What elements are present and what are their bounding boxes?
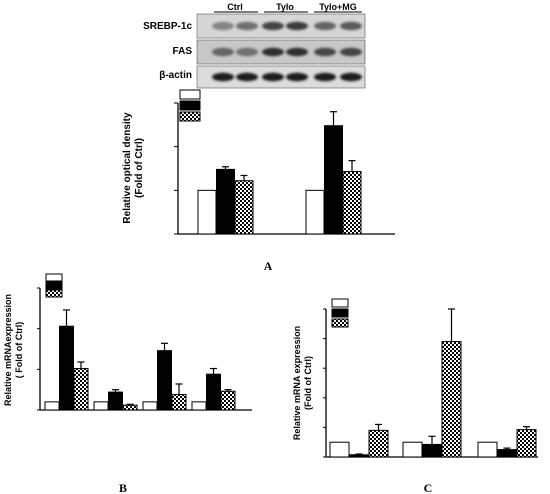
legend-swatch (179, 100, 201, 111)
chart-c: Relative mRNA expression (Fold of Ctrl) (292, 298, 538, 458)
panel-label-b: B (119, 481, 127, 494)
bar (516, 429, 537, 458)
bar (206, 373, 221, 411)
bar (477, 441, 498, 458)
blot-band (314, 72, 336, 82)
blot-band (212, 47, 234, 57)
blot-row-label-actin: β-actin (159, 70, 192, 81)
bar (93, 401, 109, 411)
bar (329, 441, 350, 458)
blot-band (286, 21, 308, 31)
bar (441, 341, 462, 458)
legend-swatch (179, 89, 201, 100)
legend-swatch (331, 298, 349, 308)
bar (497, 449, 517, 458)
blot-band (286, 47, 308, 57)
bar (220, 390, 236, 411)
bar (216, 168, 235, 235)
chart-b: Relative mRNAexpression( Fold of Ctrl) (3, 273, 252, 411)
bar (324, 125, 343, 235)
legend-swatch (331, 308, 349, 318)
legend-swatch (45, 273, 63, 282)
blot-bands (212, 21, 362, 82)
bar (402, 441, 423, 458)
blot-band (314, 21, 336, 31)
panel-label-c: C (424, 481, 433, 494)
blot-band (236, 47, 258, 57)
y-axis-label: ( Fold of Ctrl) (14, 322, 24, 378)
bar (368, 429, 389, 458)
blot-row-label-srebp: SREBP-1c (143, 21, 192, 32)
bar (157, 350, 172, 411)
bar (44, 401, 60, 411)
legend-swatch (179, 111, 201, 122)
blot-group-label-tylo-mg: Tylo+MG (319, 2, 357, 12)
blot-group-label-tylo: Tylo (276, 2, 294, 12)
blot-row-label-fas: FAS (173, 46, 193, 57)
blot-band (236, 72, 258, 82)
blot-band (286, 72, 308, 82)
bar (108, 391, 123, 411)
blot-band (212, 72, 234, 82)
panel-label-a: A (264, 259, 273, 273)
bar (142, 401, 158, 411)
y-axis-label: (Fold of Ctrl) (134, 138, 145, 198)
bar (171, 394, 187, 411)
y-axis-label: Relative optical density (122, 112, 133, 224)
blot-band (262, 72, 284, 82)
bar (305, 189, 325, 235)
legend-swatch (331, 318, 349, 328)
blot-band (340, 21, 362, 31)
bar (59, 325, 74, 411)
legend-swatch (45, 281, 63, 290)
blot-band (236, 21, 258, 31)
blot-band (340, 47, 362, 57)
bar (342, 171, 362, 235)
bar (73, 368, 89, 411)
blot-band (212, 21, 234, 31)
chart-a: Relative optical density (Fold of Ctrl) (122, 89, 395, 235)
y-axis-label: Relative mRNAexpression (3, 294, 13, 406)
bar (122, 404, 138, 411)
western-blot: Ctrl Tylo Tylo+MG SREBP-1c FAS β-actin (143, 2, 366, 89)
blot-band (262, 47, 284, 57)
bar (349, 454, 369, 458)
bar (422, 443, 442, 458)
legend-swatch (45, 289, 63, 298)
blot-band (262, 21, 284, 31)
bar (234, 180, 254, 235)
blot-band (340, 72, 362, 82)
blot-group-label-ctrl: Ctrl (227, 2, 243, 12)
y-axis-label: (Fold of Ctrl) (303, 356, 313, 410)
bar (197, 189, 217, 235)
blot-band (314, 47, 336, 57)
y-axis-label: Relative mRNA expression (292, 326, 302, 440)
bar (191, 401, 207, 411)
